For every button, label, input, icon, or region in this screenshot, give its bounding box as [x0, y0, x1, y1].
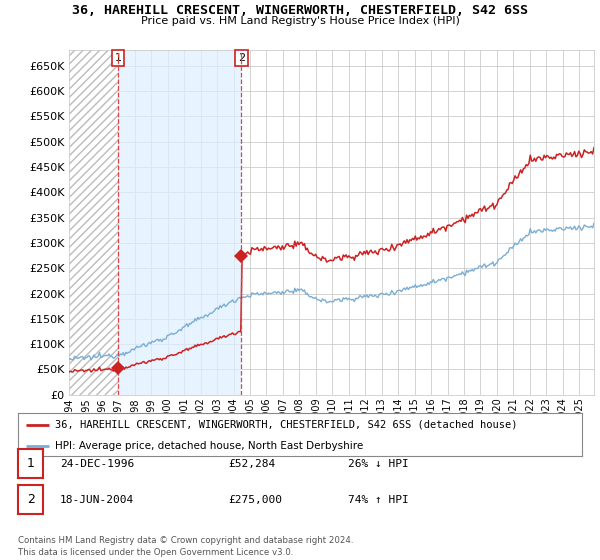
- Text: £275,000: £275,000: [228, 494, 282, 505]
- Text: 1: 1: [115, 53, 122, 63]
- Bar: [118, 50, 241, 395]
- Text: 26% ↓ HPI: 26% ↓ HPI: [348, 459, 409, 469]
- Bar: [69, 50, 118, 395]
- Text: 2: 2: [238, 53, 245, 63]
- Text: 74% ↑ HPI: 74% ↑ HPI: [348, 494, 409, 505]
- Text: Price paid vs. HM Land Registry's House Price Index (HPI): Price paid vs. HM Land Registry's House …: [140, 16, 460, 26]
- Text: Contains HM Land Registry data © Crown copyright and database right 2024.
This d: Contains HM Land Registry data © Crown c…: [18, 536, 353, 557]
- Text: 1: 1: [26, 457, 35, 470]
- Text: HPI: Average price, detached house, North East Derbyshire: HPI: Average price, detached house, Nort…: [55, 441, 363, 451]
- Text: £52,284: £52,284: [228, 459, 275, 469]
- Text: 2: 2: [26, 493, 35, 506]
- Text: 36, HAREHILL CRESCENT, WINGERWORTH, CHESTERFIELD, S42 6SS (detached house): 36, HAREHILL CRESCENT, WINGERWORTH, CHES…: [55, 420, 517, 430]
- Text: 18-JUN-2004: 18-JUN-2004: [60, 494, 134, 505]
- Text: 36, HAREHILL CRESCENT, WINGERWORTH, CHESTERFIELD, S42 6SS: 36, HAREHILL CRESCENT, WINGERWORTH, CHES…: [72, 4, 528, 17]
- Text: 24-DEC-1996: 24-DEC-1996: [60, 459, 134, 469]
